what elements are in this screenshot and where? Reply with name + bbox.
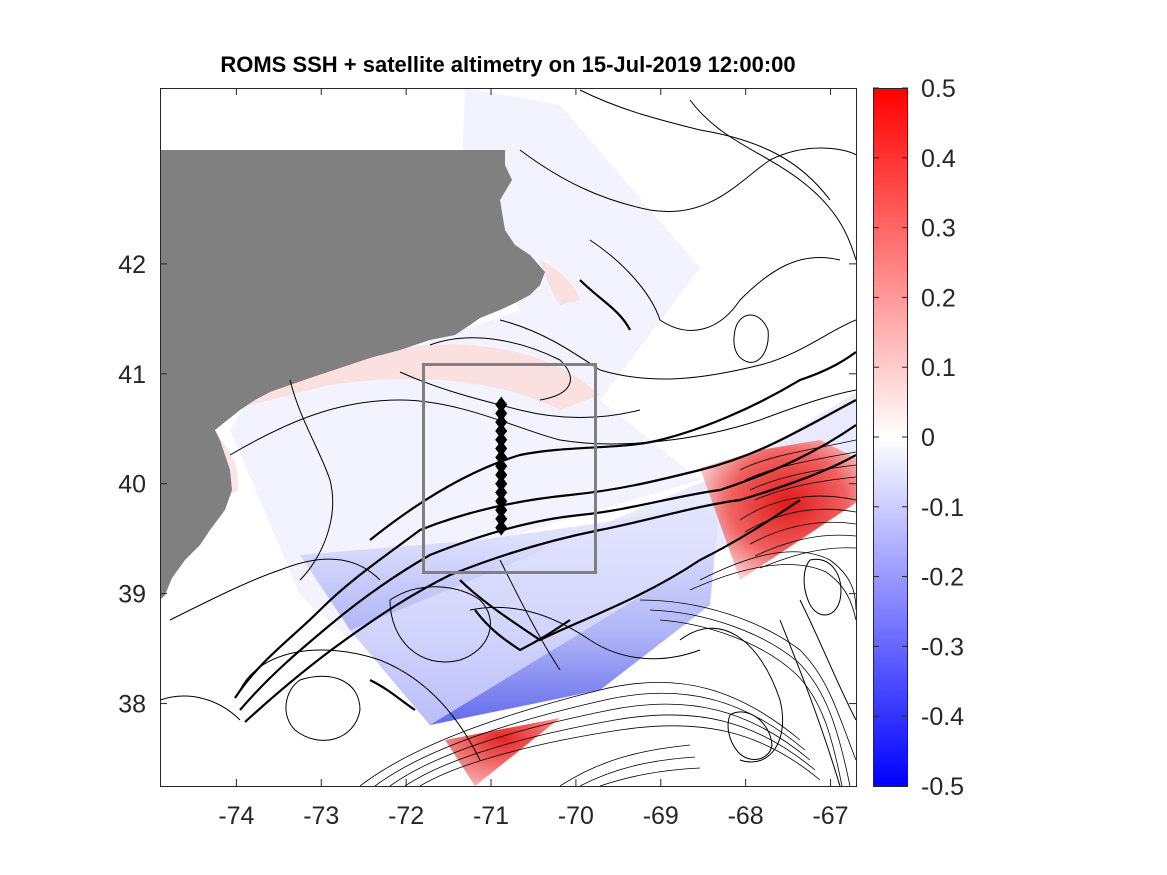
transect-point xyxy=(495,396,508,413)
colorbar xyxy=(873,88,908,787)
colorbar-tick-label: 0 xyxy=(921,424,935,452)
study-region-box xyxy=(422,363,597,574)
colorbar-tick-label: -0.4 xyxy=(921,703,964,731)
transect-point xyxy=(495,449,508,466)
colorbar-tick-label: -0.1 xyxy=(921,494,964,522)
ssh-contours xyxy=(160,89,856,786)
transect-point xyxy=(495,431,508,448)
transect-point xyxy=(495,405,508,422)
transect-point xyxy=(495,502,508,519)
colorbar-axis: 0.5 0.4 0.3 0.2 0.1 0 -0.1 -0.2 -0.3 -0.4 -0.5 xyxy=(873,75,964,801)
transect-point xyxy=(495,414,508,431)
x-tick-label: -72 xyxy=(388,802,424,830)
colorbar-tick-label: -0.5 xyxy=(921,773,964,801)
transect-point xyxy=(495,493,508,510)
colorbar-tick-label: 0.5 xyxy=(921,75,956,103)
colorbar-tick-label: -0.3 xyxy=(921,633,964,661)
x-axis: -74 -73 -72 -71 -70 -69 -68 -67 xyxy=(218,88,849,830)
transect-point xyxy=(495,458,508,475)
transect-point xyxy=(495,510,508,527)
x-tick-label: -67 xyxy=(812,802,848,830)
colorbar-tick-label: -0.2 xyxy=(921,564,964,592)
x-tick-label: -71 xyxy=(473,802,509,830)
transect-point xyxy=(495,484,508,501)
colorbar-tick-label: 0.4 xyxy=(921,145,956,173)
map-layers xyxy=(160,88,856,786)
warm-eddy-south xyxy=(445,718,560,786)
x-tick-label: -68 xyxy=(728,802,764,830)
colorbar-tick-label: 0.1 xyxy=(921,354,956,382)
isobath-lines xyxy=(234,279,856,723)
chart-title: ROMS SSH + satellite altimetry on 15-Jul… xyxy=(220,52,795,77)
x-tick-label: -69 xyxy=(643,802,679,830)
y-tick-label: 38 xyxy=(118,691,146,719)
warm-eddy-red xyxy=(700,440,856,580)
plot-axes-frame xyxy=(160,88,857,787)
transect-point xyxy=(495,475,508,492)
y-tick-label: 39 xyxy=(118,581,146,609)
y-tick-label: 40 xyxy=(118,471,146,499)
colorbar-tick-label: 0.2 xyxy=(921,284,956,312)
transect-point xyxy=(495,422,508,439)
y-tick-label: 41 xyxy=(118,361,146,389)
colorbar-tick-label: 0.3 xyxy=(921,215,956,243)
dense-contours-south xyxy=(359,439,856,786)
x-tick-label: -70 xyxy=(558,802,594,830)
transect-point xyxy=(495,519,508,536)
y-tick-label: 42 xyxy=(118,251,146,279)
transect-point xyxy=(495,440,508,457)
x-tick-label: -73 xyxy=(303,802,339,830)
x-tick-label: -74 xyxy=(218,802,254,830)
land-mass xyxy=(160,150,545,600)
transect-point xyxy=(495,466,508,483)
transect-markers xyxy=(495,396,508,536)
y-axis: 38 39 40 41 42 xyxy=(118,251,856,719)
capecod-pink xyxy=(540,260,580,305)
